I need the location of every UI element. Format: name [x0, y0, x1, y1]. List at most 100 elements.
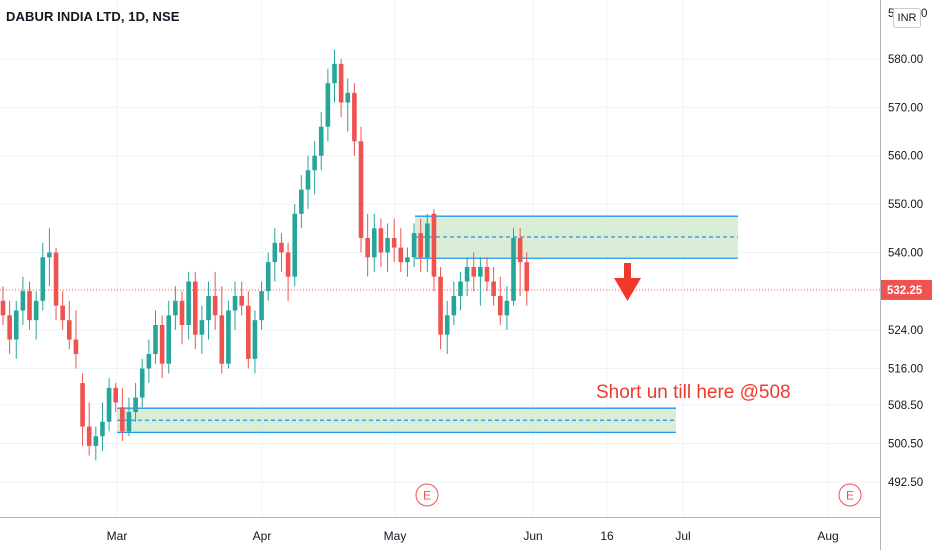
- candle-body[interactable]: [405, 257, 410, 263]
- candle-body[interactable]: [27, 291, 32, 321]
- candle-body[interactable]: [358, 141, 364, 238]
- candle-body[interactable]: [246, 305, 251, 359]
- candle-body[interactable]: [418, 233, 423, 258]
- y-tick-label: 570.00: [888, 102, 923, 114]
- candle-body[interactable]: [259, 291, 264, 321]
- candle-body[interactable]: [146, 354, 152, 369]
- candle-body[interactable]: [113, 387, 119, 403]
- candle-body[interactable]: [371, 228, 377, 258]
- x-tick-label: Aug: [817, 529, 838, 543]
- candle-body[interactable]: [60, 305, 65, 321]
- candle-body[interactable]: [206, 295, 211, 321]
- candle-body[interactable]: [325, 83, 331, 127]
- candle-body[interactable]: [212, 295, 218, 316]
- candle-body[interactable]: [517, 237, 523, 263]
- candle-body[interactable]: [444, 315, 450, 335]
- down-arrow-shaft: [624, 263, 631, 279]
- candle-body[interactable]: [126, 412, 132, 432]
- candle-body[interactable]: [524, 262, 530, 292]
- candle-body[interactable]: [338, 63, 344, 103]
- candle-body[interactable]: [451, 295, 457, 316]
- y-tick-label: 516.00: [888, 364, 923, 376]
- candle-body[interactable]: [345, 92, 351, 103]
- candle-body[interactable]: [232, 295, 238, 311]
- symbol-title: DABUR INDIA LTD, 1D, NSE: [6, 9, 180, 24]
- candle-body[interactable]: [67, 320, 72, 340]
- candle-body[interactable]: [265, 262, 271, 292]
- candle-body[interactable]: [471, 266, 477, 277]
- candle-body[interactable]: [484, 266, 490, 282]
- candle-body[interactable]: [318, 126, 324, 156]
- zone-box[interactable]: [117, 408, 676, 433]
- candle-body[interactable]: [398, 247, 404, 263]
- candle-body[interactable]: [272, 242, 278, 263]
- candle-body[interactable]: [186, 281, 191, 326]
- candle-body[interactable]: [239, 295, 244, 306]
- candle-body[interactable]: [133, 397, 138, 413]
- candle-body[interactable]: [100, 421, 105, 437]
- earnings-marker-icon[interactable]: [838, 483, 862, 507]
- candle-body[interactable]: [478, 266, 483, 277]
- candle-body[interactable]: [511, 237, 516, 301]
- candle-body[interactable]: [199, 320, 205, 335]
- candle-body[interactable]: [385, 237, 390, 253]
- y-tick-label: 580.00: [888, 54, 923, 66]
- candle-body[interactable]: [120, 407, 125, 432]
- candle-body[interactable]: [292, 213, 298, 277]
- candle-body[interactable]: [279, 242, 284, 253]
- candle-body[interactable]: [425, 223, 430, 258]
- last-price-label: 532.25: [887, 285, 923, 297]
- earnings-marker-label: E: [423, 489, 431, 503]
- candle-body[interactable]: [352, 92, 357, 142]
- candle-body[interactable]: [252, 320, 258, 359]
- candle-body[interactable]: [106, 387, 112, 422]
- y-tick-label-partial: 0: [921, 8, 927, 20]
- candle-body[interactable]: [365, 237, 370, 258]
- candle-body[interactable]: [86, 426, 92, 446]
- x-tick-label: Mar: [107, 529, 128, 543]
- down-arrow-icon: [614, 278, 641, 301]
- y-tick-label: 550.00: [888, 199, 923, 211]
- candle-body[interactable]: [7, 315, 12, 340]
- candle-body[interactable]: [438, 276, 443, 335]
- candle-body[interactable]: [391, 237, 397, 248]
- candle-body[interactable]: [497, 295, 503, 316]
- candle-body[interactable]: [332, 63, 337, 84]
- candle-body[interactable]: [166, 315, 172, 364]
- candle-body[interactable]: [40, 257, 46, 301]
- candle-body[interactable]: [153, 325, 158, 355]
- candle-body[interactable]: [464, 266, 470, 282]
- candle-body[interactable]: [378, 228, 384, 253]
- candle-body[interactable]: [159, 325, 165, 364]
- candle-body[interactable]: [53, 252, 59, 306]
- candle-body[interactable]: [504, 300, 510, 316]
- candle-body[interactable]: [20, 291, 26, 311]
- candle-body[interactable]: [491, 281, 496, 296]
- candle-body[interactable]: [192, 281, 198, 335]
- candle-body[interactable]: [219, 315, 225, 364]
- candle-body[interactable]: [73, 339, 79, 355]
- candle-body[interactable]: [179, 300, 185, 326]
- annotation-text: Short un till here @508: [596, 382, 791, 403]
- candle-body[interactable]: [285, 252, 291, 277]
- x-tick-label: Jul: [675, 529, 690, 543]
- candle-body[interactable]: [305, 170, 311, 190]
- earnings-marker-icon[interactable]: [415, 483, 439, 507]
- candle-body[interactable]: [139, 368, 145, 398]
- candle-body[interactable]: [411, 233, 417, 258]
- candle-body[interactable]: [458, 281, 463, 296]
- candle-body[interactable]: [33, 300, 39, 321]
- candle-body[interactable]: [312, 155, 317, 171]
- candle-body[interactable]: [93, 436, 99, 446]
- candle-body[interactable]: [13, 310, 19, 340]
- candle-body[interactable]: [80, 383, 85, 427]
- candle-body[interactable]: [431, 213, 437, 277]
- candle-body[interactable]: [299, 189, 304, 214]
- candle-body[interactable]: [173, 300, 178, 316]
- candle-body[interactable]: [0, 300, 6, 316]
- currency-label[interactable]: INR: [893, 8, 921, 28]
- candle-body[interactable]: [47, 252, 52, 258]
- candle-body[interactable]: [226, 310, 231, 364]
